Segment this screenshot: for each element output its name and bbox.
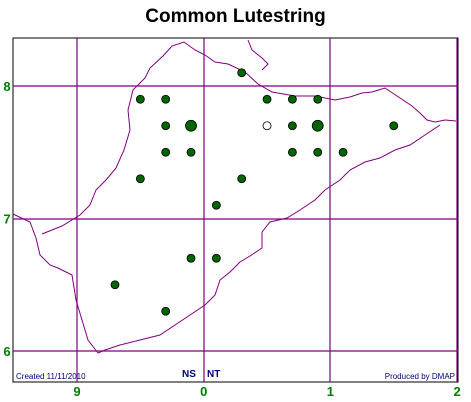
record-dot-20 (186, 253, 196, 263)
record-dot-9 (287, 121, 297, 131)
record-dot-23 (161, 306, 171, 316)
record-dot-14 (287, 147, 297, 157)
record-dot-5 (313, 94, 323, 104)
record-dot-13 (186, 147, 196, 157)
axis-labels: 9 0 1 2 8 7 6 (3, 79, 460, 399)
open-record-dot-8 (262, 121, 272, 131)
coastline (12, 39, 457, 354)
x-tick-label-2: 2 (453, 384, 460, 399)
record-dot-2 (161, 94, 171, 104)
record-dot-16 (338, 147, 348, 157)
record-dot-10 (311, 119, 324, 132)
record-dot-6 (161, 121, 171, 131)
record-dot-12 (161, 147, 171, 157)
x-tick-label-9: 9 (73, 384, 80, 399)
record-dot-4 (287, 94, 297, 104)
coastline-outline (12, 41, 457, 354)
x-tick-label-0: 0 (200, 384, 207, 399)
record-dot-19 (211, 200, 221, 210)
y-tick-label-7: 7 (3, 212, 10, 227)
record-dot-15 (313, 147, 323, 157)
record-dot-17 (135, 174, 145, 184)
y-tick-label-6: 6 (3, 344, 10, 359)
grid-square-label-east: NT (207, 369, 220, 380)
coastline-north-islet (247, 39, 269, 71)
record-dot-21 (211, 253, 221, 263)
record-dot-11 (389, 121, 399, 131)
record-dot-3 (262, 94, 272, 104)
record-dot-18 (237, 174, 247, 184)
y-tick-label-8: 8 (3, 79, 10, 94)
map-frame (12, 37, 459, 383)
produced-by-text: Produced by DMAP (385, 372, 455, 381)
map-title: Common Lutestring (145, 6, 326, 27)
x-tick-label-1: 1 (327, 384, 334, 399)
grid-lines (13, 38, 458, 382)
record-dot-1 (135, 94, 145, 104)
grid-square-label-west: NS (182, 369, 196, 380)
record-dot-0 (237, 68, 247, 78)
record-points (110, 68, 399, 316)
record-dot-22 (110, 280, 120, 290)
created-date-text: Created 11/11/2010 (16, 372, 86, 381)
record-dot-7 (185, 119, 197, 132)
